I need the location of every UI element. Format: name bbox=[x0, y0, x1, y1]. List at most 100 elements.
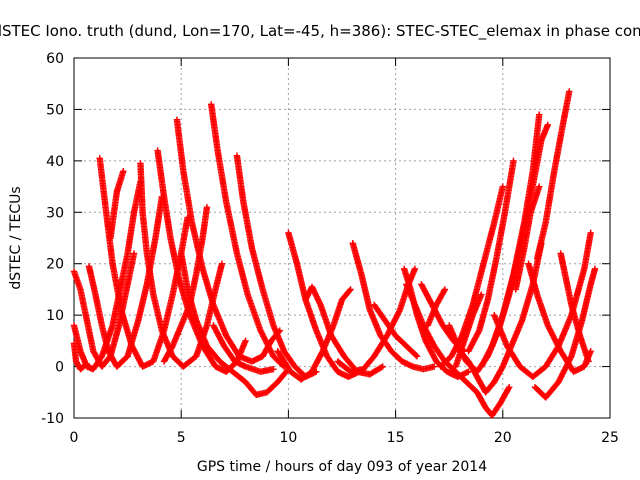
y-tick-label: 20 bbox=[46, 257, 64, 273]
series-34 bbox=[512, 183, 543, 293]
data-point bbox=[265, 344, 273, 351]
data-point bbox=[555, 378, 562, 386]
data-point bbox=[384, 331, 391, 338]
data-point bbox=[536, 111, 543, 118]
data-point bbox=[546, 326, 554, 333]
data-point bbox=[395, 308, 403, 315]
data-point bbox=[267, 347, 274, 354]
data-point bbox=[130, 250, 138, 257]
series-8 bbox=[154, 147, 249, 375]
data-point bbox=[270, 365, 277, 373]
data-point bbox=[587, 229, 594, 237]
data-point bbox=[459, 346, 467, 354]
data-point bbox=[536, 183, 543, 190]
data-point bbox=[268, 350, 276, 357]
series-7 bbox=[137, 160, 226, 370]
data-point bbox=[268, 348, 275, 356]
y-tick-label: 30 bbox=[46, 205, 64, 221]
x-axis-title: GPS time / hours of day 093 of year 2014 bbox=[197, 459, 487, 475]
y-tick-label: 0 bbox=[55, 360, 64, 376]
data-point bbox=[385, 329, 392, 337]
data-point bbox=[547, 327, 554, 335]
data-point bbox=[303, 293, 311, 301]
data-point bbox=[561, 367, 568, 374]
y-tick-label: 50 bbox=[46, 102, 64, 118]
data-point bbox=[394, 311, 401, 318]
data-point bbox=[264, 341, 271, 349]
data-point bbox=[391, 316, 399, 324]
data-point bbox=[472, 367, 480, 374]
data-point bbox=[554, 342, 562, 349]
data-point bbox=[160, 358, 168, 365]
data-point bbox=[567, 354, 574, 361]
series-10 bbox=[208, 101, 288, 370]
data-point bbox=[556, 345, 563, 352]
data-point bbox=[560, 368, 567, 376]
series-30 bbox=[531, 265, 599, 401]
data-point bbox=[430, 363, 438, 370]
data-point bbox=[383, 332, 391, 339]
data-point bbox=[548, 330, 556, 338]
series-37 bbox=[418, 281, 468, 355]
series-18 bbox=[349, 239, 438, 373]
data-point bbox=[347, 286, 354, 293]
data-point bbox=[510, 157, 517, 165]
series-16 bbox=[274, 286, 354, 383]
series-25 bbox=[465, 157, 517, 355]
data-point bbox=[390, 318, 398, 325]
data-point bbox=[591, 265, 599, 273]
data-point bbox=[585, 358, 592, 365]
data-point bbox=[561, 365, 569, 373]
series-11 bbox=[233, 152, 320, 381]
data-point bbox=[465, 368, 472, 375]
data-point bbox=[266, 345, 274, 353]
series-33 bbox=[533, 88, 573, 262]
data-point bbox=[544, 121, 552, 129]
data-point bbox=[258, 328, 265, 336]
series-32 bbox=[557, 250, 592, 365]
data-point bbox=[83, 360, 91, 368]
data-point bbox=[218, 260, 226, 267]
series-9 bbox=[173, 116, 284, 365]
data-point bbox=[120, 167, 127, 175]
x-tick-label: 25 bbox=[601, 430, 619, 446]
series-19 bbox=[334, 265, 419, 375]
data-point bbox=[379, 363, 386, 370]
data-point bbox=[392, 315, 399, 322]
data-point bbox=[550, 333, 557, 341]
series-13 bbox=[178, 250, 292, 399]
plot-area-frame bbox=[73, 57, 611, 419]
data-point bbox=[82, 361, 89, 369]
data-point bbox=[461, 347, 468, 355]
x-tick-label: 10 bbox=[279, 430, 297, 446]
data-point bbox=[557, 374, 564, 381]
x-tick-label: 5 bbox=[177, 430, 186, 446]
series-15 bbox=[285, 229, 363, 381]
data-point bbox=[242, 337, 249, 345]
data-point bbox=[393, 313, 400, 321]
data-point bbox=[441, 286, 449, 293]
data-point bbox=[478, 291, 485, 298]
data-point bbox=[475, 328, 482, 336]
series-2 bbox=[70, 178, 144, 373]
series-6 bbox=[107, 167, 127, 242]
data-point bbox=[566, 88, 573, 95]
data-point bbox=[551, 336, 559, 343]
data-point bbox=[412, 352, 420, 359]
data-point bbox=[440, 287, 448, 294]
data-point bbox=[587, 347, 594, 355]
data-point bbox=[161, 356, 168, 364]
data-point bbox=[260, 334, 268, 341]
data-point bbox=[346, 287, 353, 294]
data-point bbox=[262, 337, 269, 344]
data-point bbox=[257, 327, 264, 334]
data-point bbox=[473, 368, 481, 375]
data-point bbox=[305, 289, 313, 296]
series-17 bbox=[302, 283, 386, 378]
y-tick-label: 60 bbox=[46, 51, 64, 67]
x-tick-label: 20 bbox=[494, 430, 512, 446]
data-point bbox=[551, 335, 558, 342]
data-point bbox=[304, 292, 311, 299]
axis-ticks: 0 5 10 15 20 25 -10 0 10 20 30 40 50 60 bbox=[41, 51, 619, 446]
